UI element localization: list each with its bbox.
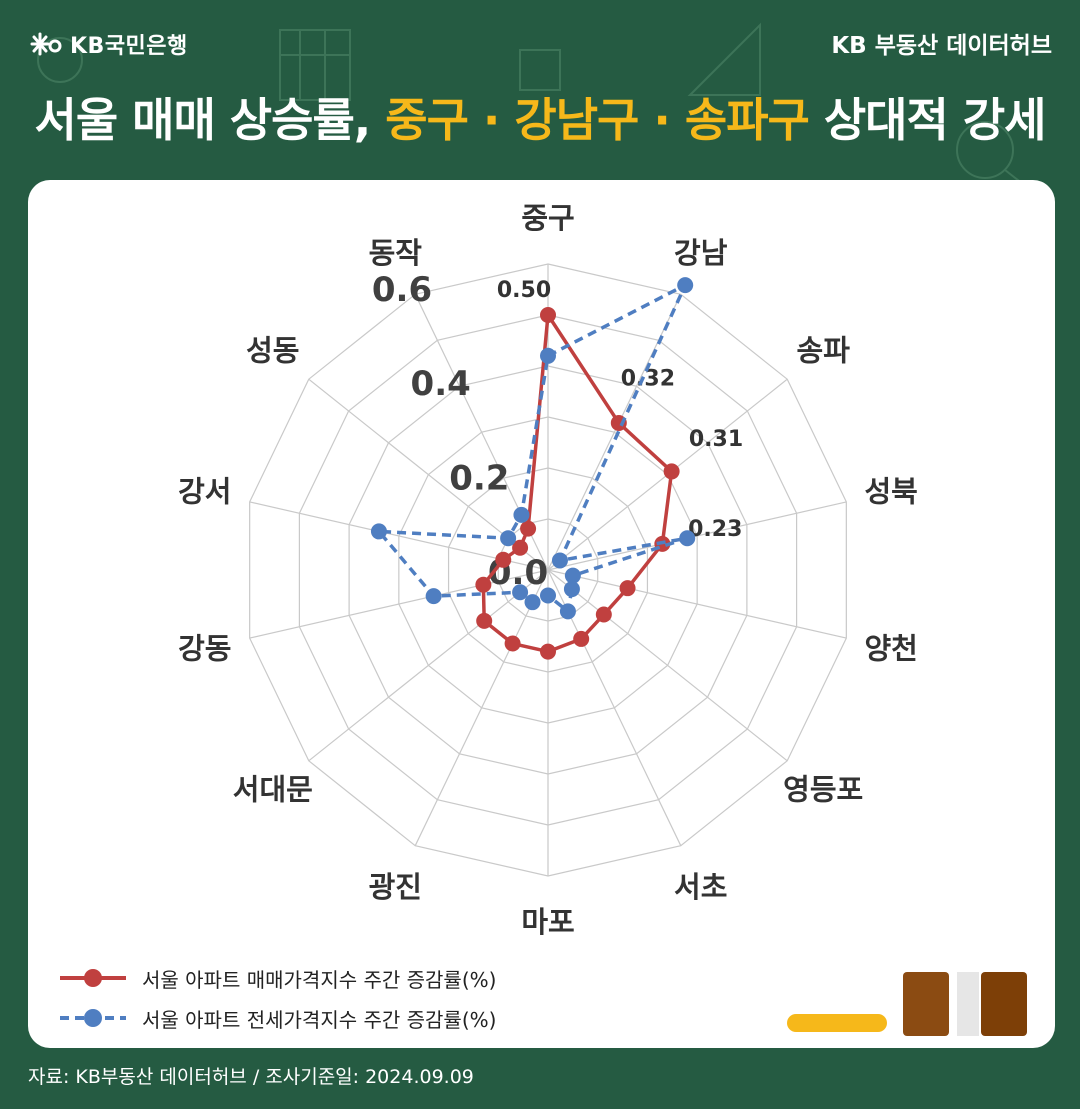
category-label: 성북 [864,475,917,509]
data-point [663,463,680,480]
data-point [559,603,576,620]
data-point [540,643,556,660]
legend-item-jeonse: 서울 아파트 전세가격지수 주간 증감률(%) [58,998,496,1038]
grid-spoke [249,569,549,639]
radial-tick-label: 0.6 [372,270,432,310]
bank-name: KB국민은행 [70,34,188,59]
data-point [512,584,529,601]
title-highlight: 중구 · 강남구 · 송파구 [385,93,810,147]
data-point [500,530,517,547]
data-point [475,576,492,593]
category-label: 서대문 [233,772,313,806]
brand-name: KB 부동산 데이터허브 [831,33,1052,59]
radar-chart: 0.00.20.40.6중구강남송파성북양천영등포서초마포광진서대문강동강서성동… [178,201,918,939]
data-point [564,567,581,584]
page-title: 서울 매매 상승률, 중구 · 강남구 · 송파구 상대적 강세 [0,84,1080,150]
category-label: 광진 [369,870,422,904]
chart-card: 0.0 0.2 0.4 0.6 중구 강남 송파 성북 양천 영등포 서초 마포 광진 서대문 강동 강서 성동… [28,180,1055,1048]
data-point [540,307,556,323]
grid-spoke [547,501,847,571]
data-label: 0.31 [689,427,743,452]
data-point [504,635,521,652]
kb-star-icon [30,32,62,56]
data-point [619,580,636,597]
category-label: 양천 [864,631,917,665]
data-label: 0.23 [688,517,742,542]
data-point [520,520,537,537]
category-label: 서초 [674,870,727,904]
data-point [370,523,387,540]
legend-label-sale: 서울 아파트 매매가격지수 주간 증감률(%) [142,967,497,992]
category-label: 강동 [178,631,231,665]
legend-jeonse-marker [60,1009,126,1027]
legend-sale-marker [60,969,126,987]
chart-legend: 서울 아파트 매매가격지수 주간 증감률(%) 서울 아파트 전세가격지수 주간… [58,958,496,1038]
top-bar: KB국민은행 KB 부동산 데이터허브 [0,0,1080,80]
data-point [476,612,493,629]
data-point [573,630,590,647]
category-label: 성동 [246,334,299,368]
legend-item-sale: 서울 아파트 매매가격지수 주간 증감률(%) [58,958,496,998]
category-label: 영등포 [783,772,863,806]
category-label: 송파 [797,334,851,368]
source-note: 자료: KB부동산 데이터허브 / 조사기준일: 2024.09.09 [28,1066,474,1088]
data-point [425,588,442,605]
category-label: 중구 [521,201,574,235]
radial-tick-label: 0.4 [411,364,471,404]
data-point [540,587,556,604]
grid-spoke [547,569,847,639]
category-label: 강남 [674,236,728,270]
data-point [563,581,580,598]
data-point [513,506,530,523]
data-point [512,539,529,556]
category-label: 강서 [178,475,231,509]
grid-spoke [547,569,788,762]
category-label: 동작 [369,236,423,270]
kb-logo: KB국민은행 [28,28,188,60]
grid-spoke [414,569,549,846]
data-point [524,594,541,611]
data-label: 0.50 [497,278,551,303]
data-point [679,530,696,547]
data-point [540,347,556,364]
data-point [677,277,694,294]
radial-tick-label: 0.2 [449,459,509,499]
legend-label-jeonse: 서울 아파트 전세가격지수 주간 증감률(%) [142,1007,497,1032]
title-part-1: 서울 매매 상승률, [34,93,386,147]
books-decoration [787,972,1027,1036]
grid-spoke [308,569,549,762]
title-part-2: 상대적 강세 [808,93,1047,147]
data-point [495,551,512,568]
data-point [551,552,568,569]
category-label: 마포 [521,905,574,939]
data-point [595,606,612,623]
